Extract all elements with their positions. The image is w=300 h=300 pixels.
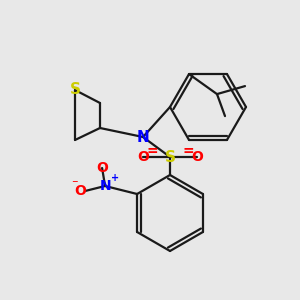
- Text: =: =: [182, 144, 194, 158]
- Text: O: O: [137, 150, 149, 164]
- Text: N: N: [99, 179, 111, 193]
- Text: O: O: [191, 150, 203, 164]
- Text: O: O: [96, 161, 108, 175]
- Text: ⁻: ⁻: [71, 178, 78, 191]
- Text: O: O: [74, 184, 86, 198]
- Text: S: S: [70, 82, 80, 98]
- Text: S: S: [164, 149, 175, 164]
- Text: =: =: [146, 144, 158, 158]
- Text: +: +: [111, 173, 119, 183]
- Text: N: N: [136, 130, 149, 145]
